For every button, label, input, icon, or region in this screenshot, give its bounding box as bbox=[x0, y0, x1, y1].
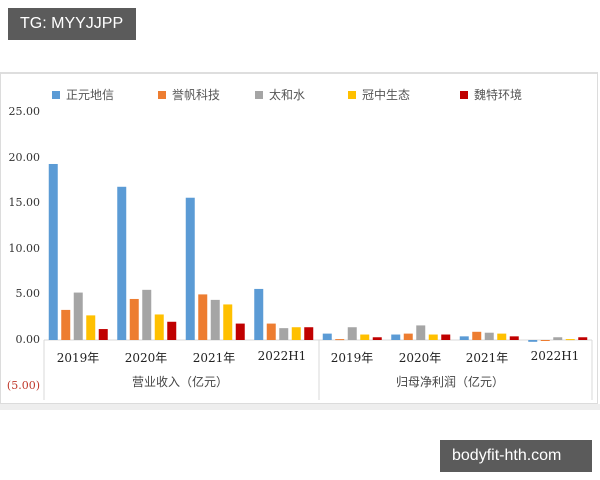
x-tick-label: 2021年 bbox=[192, 351, 236, 365]
y-tick-label: 10.00 bbox=[8, 242, 41, 255]
bar bbox=[198, 294, 208, 340]
y-tick-label: 25.00 bbox=[8, 105, 41, 118]
bar bbox=[304, 327, 314, 340]
x-tick-label: 2022H1 bbox=[257, 349, 307, 363]
legend-label: 太和水 bbox=[269, 88, 306, 102]
legend-label: 冠中生态 bbox=[362, 88, 411, 102]
legend-label: 魏特环境 bbox=[474, 88, 523, 102]
bar bbox=[254, 288, 264, 340]
bar bbox=[565, 339, 575, 341]
bar bbox=[360, 334, 370, 340]
legend-item: 冠中生态 bbox=[348, 86, 410, 103]
chart-panel bbox=[0, 72, 598, 404]
bar bbox=[129, 298, 139, 340]
group-label-revenue: 营业收入（亿元） bbox=[131, 375, 228, 389]
bar bbox=[142, 289, 152, 340]
y-tick-label: 0.00 bbox=[15, 333, 41, 346]
bar bbox=[154, 314, 164, 340]
legend-item: 正元地信 bbox=[52, 86, 114, 103]
bar bbox=[372, 337, 382, 340]
bar bbox=[185, 197, 195, 340]
bar bbox=[291, 327, 301, 340]
bar bbox=[48, 163, 58, 340]
bar bbox=[509, 336, 519, 340]
legend-item: 太和水 bbox=[255, 86, 305, 103]
bar bbox=[578, 337, 588, 340]
legend-swatch-icon bbox=[52, 90, 60, 99]
x-tick-label: 2020年 bbox=[124, 351, 168, 365]
legend-swatch-icon bbox=[460, 90, 468, 99]
bar bbox=[472, 331, 482, 340]
bar bbox=[441, 334, 451, 340]
bar bbox=[459, 336, 469, 340]
bar bbox=[210, 299, 220, 340]
x-tick-label: 2022H1 bbox=[530, 349, 580, 363]
x-tick-label: 2020年 bbox=[398, 351, 442, 365]
panel-bottom-strip bbox=[0, 404, 600, 410]
bar bbox=[98, 329, 108, 340]
bar bbox=[322, 333, 332, 340]
watermark-top: TG: MYYJJPP bbox=[8, 8, 136, 40]
bar bbox=[266, 323, 276, 340]
legend-item: 魏特环境 bbox=[460, 86, 522, 103]
group-label-net-profit: 归母净利润（亿元） bbox=[395, 375, 504, 389]
bar bbox=[73, 292, 83, 340]
x-tick-label: 2019年 bbox=[330, 351, 374, 365]
bar bbox=[416, 325, 426, 340]
bar bbox=[335, 339, 345, 341]
bar bbox=[347, 327, 357, 340]
x-tick-label: 2021年 bbox=[465, 351, 509, 365]
chart-legend: 正元地信 誉帆科技 太和水 冠中生态 魏特环境 bbox=[0, 86, 600, 104]
y-tick-label: 15.00 bbox=[8, 196, 41, 209]
bar bbox=[497, 333, 507, 340]
bar bbox=[428, 334, 438, 340]
legend-swatch-icon bbox=[255, 90, 263, 99]
bar bbox=[484, 332, 494, 340]
bar bbox=[403, 333, 413, 340]
watermark-bottom: bodyfit-hth.com bbox=[440, 440, 592, 472]
bar bbox=[223, 304, 233, 340]
legend-swatch-icon bbox=[348, 90, 356, 99]
y-tick-label: 5.00 bbox=[15, 287, 41, 300]
bar bbox=[540, 340, 550, 341]
legend-item: 誉帆科技 bbox=[158, 86, 220, 103]
legend-label: 正元地信 bbox=[66, 88, 115, 102]
bar bbox=[391, 334, 401, 340]
legend-label: 誉帆科技 bbox=[172, 88, 221, 102]
bar bbox=[167, 321, 177, 340]
bar bbox=[117, 186, 127, 340]
y-tick-label: 20.00 bbox=[8, 151, 41, 164]
bar bbox=[235, 323, 245, 340]
y-tick-label: (5.00) bbox=[6, 379, 40, 392]
x-tick-label: 2019年 bbox=[56, 351, 100, 365]
bar bbox=[553, 337, 563, 340]
bar bbox=[528, 340, 538, 342]
legend-swatch-icon bbox=[158, 90, 166, 99]
bar bbox=[86, 315, 96, 340]
bar bbox=[61, 309, 71, 340]
bar bbox=[279, 328, 289, 340]
